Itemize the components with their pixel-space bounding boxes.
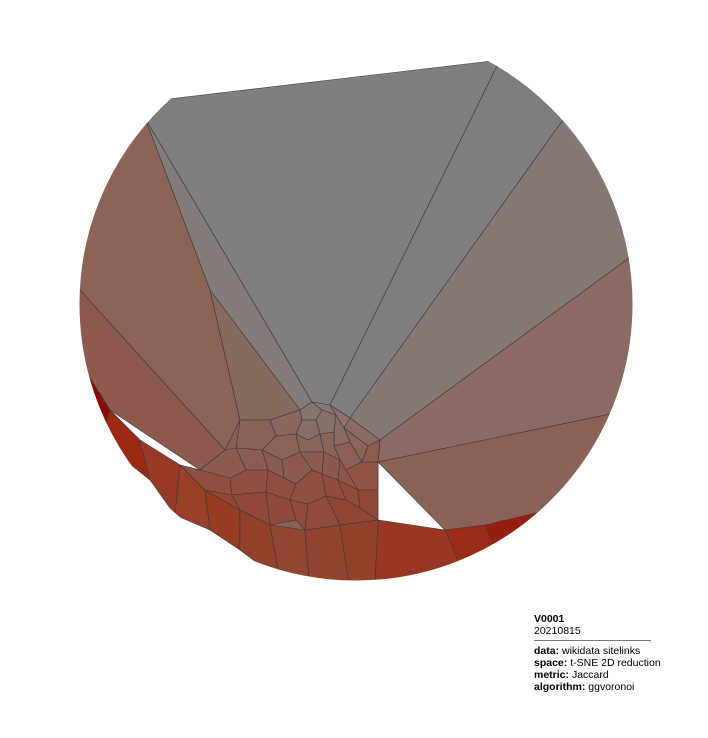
caption-row-algorithm: algorithm: ggvoronoi (534, 681, 694, 693)
voronoi-cell-small (325, 495, 379, 526)
caption-panel: V0001 20210815 data: wikidata sitelinks … (534, 613, 694, 693)
caption-value: ggvoronoi (588, 681, 635, 693)
visualization-date: 20210815 (534, 625, 581, 637)
caption-key: algorithm: (534, 681, 586, 693)
voronoi-cell-bottom-3 (269, 524, 311, 581)
caption-key: space: (534, 657, 568, 669)
caption-value: Jaccard (571, 669, 609, 681)
caption-value: t-SNE 2D reduction (570, 657, 661, 669)
caption-row-data: data: wikidata sitelinks (534, 645, 694, 657)
voronoi-diagram (78, 26, 634, 582)
visualization-id: V0001 (534, 613, 565, 625)
caption-key: data: (534, 645, 560, 657)
caption-key: metric: (534, 669, 570, 681)
caption-value: wikidata sitelinks (562, 645, 641, 657)
voronoi-cell-small (345, 461, 379, 491)
diagram-boundary (78, 26, 634, 582)
caption-row-metric: metric: Jaccard (534, 669, 694, 681)
caption-row-space: space: t-SNE 2D reduction (534, 657, 694, 669)
caption-divider (534, 640, 651, 641)
